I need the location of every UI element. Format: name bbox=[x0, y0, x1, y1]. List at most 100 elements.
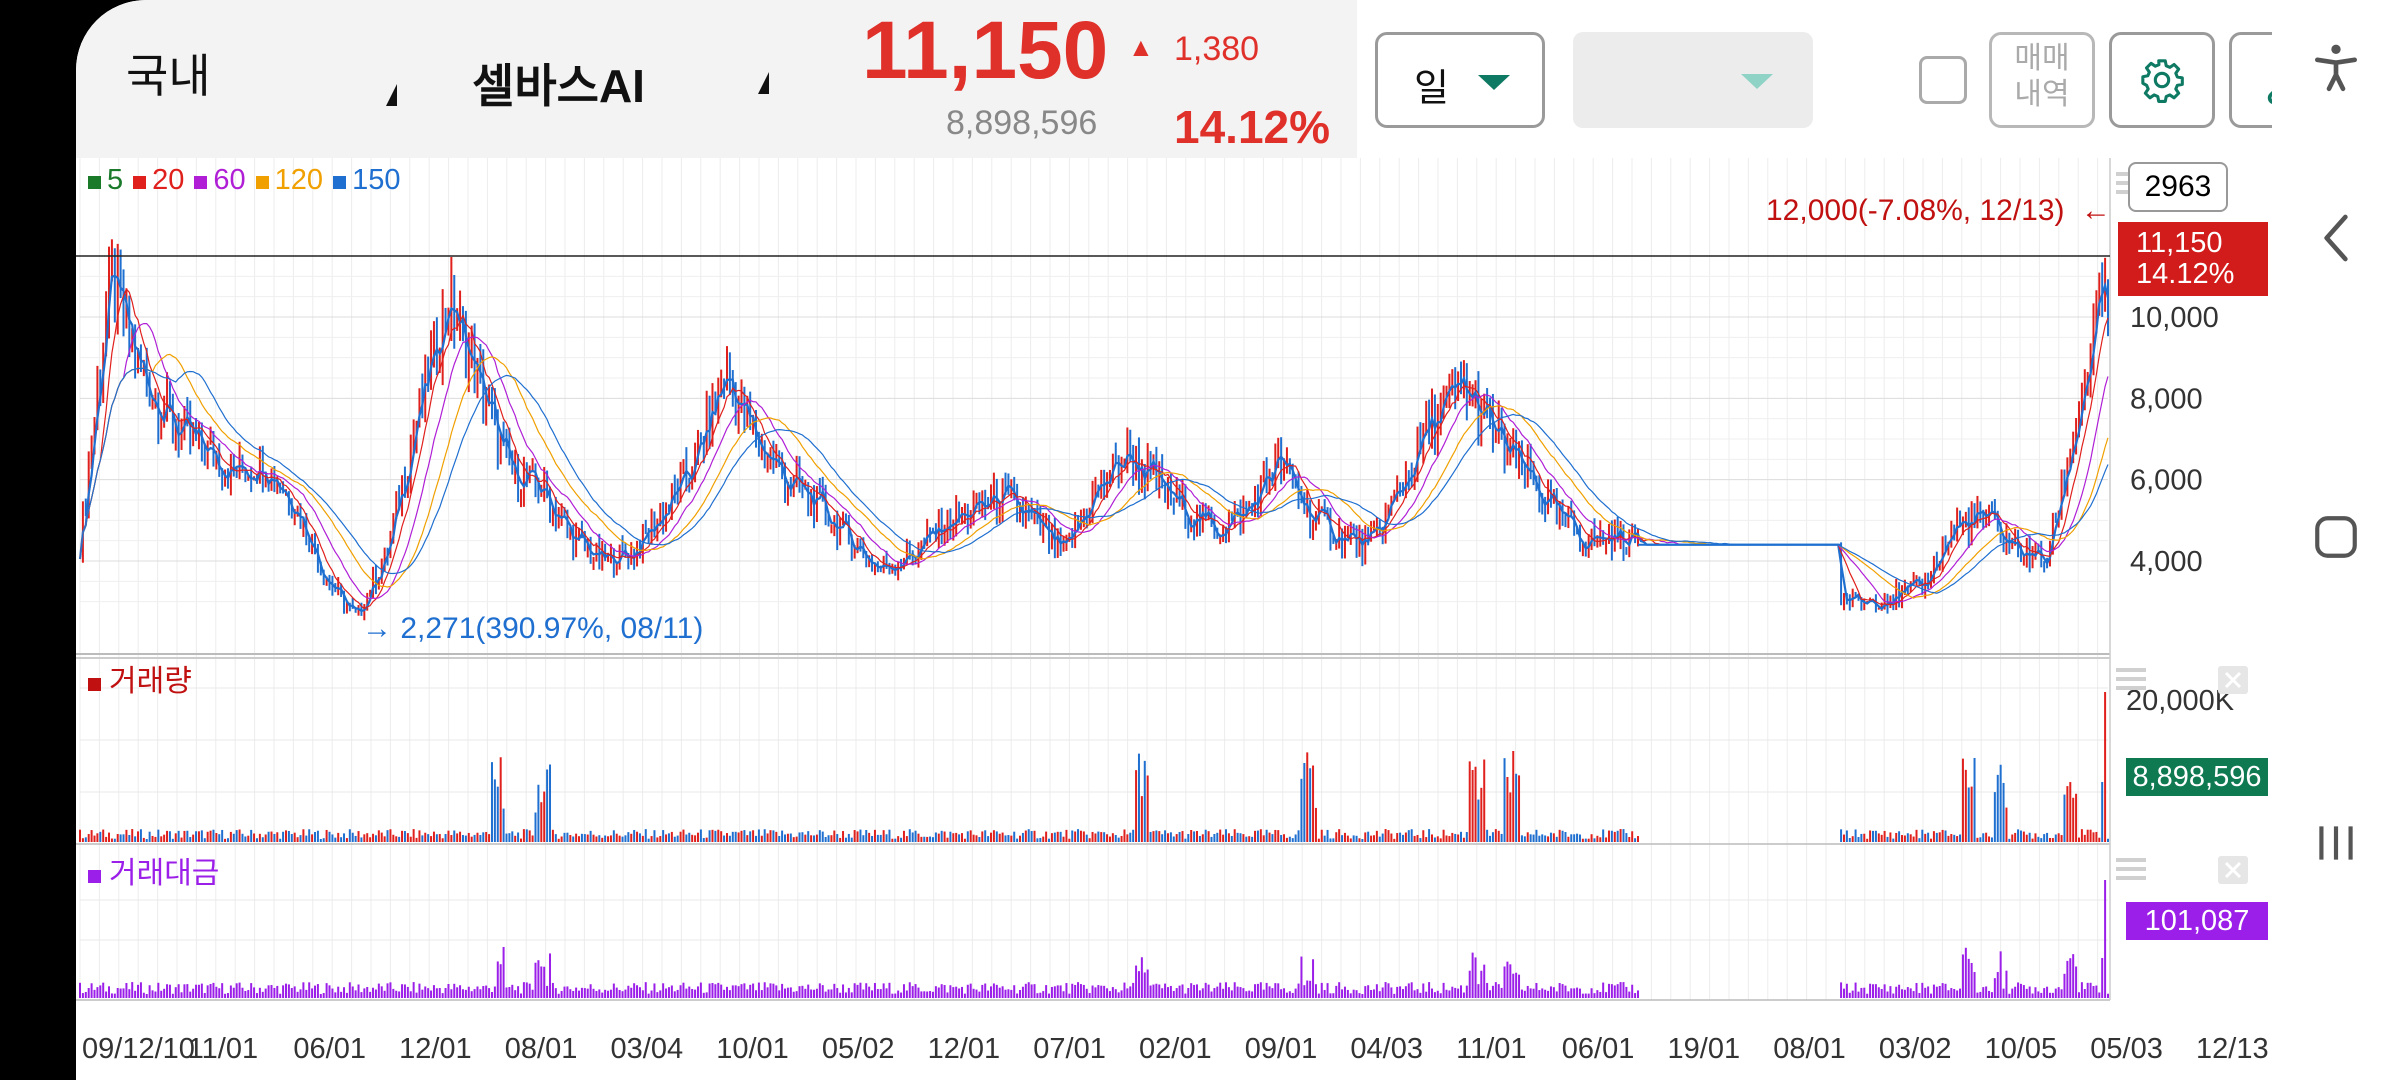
ma-legend: 5 20 60 120 150 bbox=[88, 164, 410, 197]
trade-history-button[interactable]: 매매 내역 bbox=[1989, 32, 2095, 128]
home-button[interactable] bbox=[2272, 512, 2400, 562]
arrow-left-icon: ← bbox=[2080, 194, 2111, 227]
back-icon bbox=[2324, 214, 2348, 262]
panel-menu-icon bbox=[2116, 668, 2146, 672]
accessibility-button[interactable] bbox=[2272, 40, 2400, 96]
gear-icon bbox=[2141, 59, 2184, 103]
legend-swatch bbox=[255, 176, 269, 189]
volume-legend-swatch bbox=[88, 678, 101, 691]
price-tag-value: 11,150 bbox=[2136, 227, 2223, 259]
legend-item-ma-20: 20 bbox=[133, 164, 184, 196]
amount-legend-swatch bbox=[88, 870, 101, 883]
x-tick-label: 10/01 bbox=[716, 1033, 789, 1065]
tools-button[interactable] bbox=[2229, 32, 2272, 128]
high-annotation: 12,000(-7.08%, 12/13) ← bbox=[1766, 194, 2111, 228]
arrow-right-icon: → bbox=[362, 612, 392, 645]
change-percent: 14.12% bbox=[1174, 101, 1331, 153]
panel-menu-icon bbox=[2116, 867, 2146, 871]
settings-button[interactable] bbox=[2109, 32, 2215, 128]
legend-item-ma-120: 120 bbox=[255, 164, 324, 196]
legend-item-ma-5: 5 bbox=[88, 164, 123, 196]
recents-icon bbox=[2319, 826, 2353, 860]
high-annotation-label: 12,000(-7.08%, 12/13) bbox=[1766, 194, 2065, 227]
panel-close-icon bbox=[2224, 861, 2242, 879]
x-tick-label: 08/01 bbox=[1773, 1033, 1846, 1065]
x-tick-label: 06/01 bbox=[293, 1033, 366, 1065]
x-tick-label: 06/01 bbox=[1562, 1033, 1635, 1065]
x-tick-label: 07/01 bbox=[1033, 1033, 1106, 1065]
x-tick-label: 03/04 bbox=[611, 1033, 684, 1065]
price-tag: 11,150 14.12% bbox=[2118, 222, 2268, 296]
wrench-icon bbox=[2267, 90, 2272, 104]
count-badge: 2963 bbox=[2128, 162, 2228, 212]
amount-panel-title: 거래대금 bbox=[88, 848, 219, 892]
legend-item-ma-60: 60 bbox=[194, 164, 246, 196]
x-tick-label: 05/03 bbox=[2090, 1033, 2163, 1065]
system-nav-bar bbox=[2272, 0, 2400, 1080]
panel-close-icon bbox=[2224, 671, 2242, 689]
period-select[interactable]: 일 bbox=[1375, 32, 1545, 128]
accessibility-icon bbox=[2315, 44, 2357, 92]
home-icon bbox=[2315, 516, 2357, 558]
volume-text: 8,898,596 bbox=[946, 104, 1098, 142]
panel-menu-icon bbox=[2116, 677, 2146, 681]
legend-label: 150 bbox=[352, 164, 401, 196]
volume-tag: 8,898,596 bbox=[2126, 758, 2268, 796]
legend-label: 120 bbox=[274, 164, 324, 196]
x-tick-label: 12/13 bbox=[2196, 1033, 2269, 1065]
volume-panel-label: 거래량 bbox=[109, 665, 192, 698]
toolbar: 일 매매 내역 bbox=[1357, 0, 2272, 158]
market-select[interactable]: 국내 bbox=[126, 50, 211, 102]
x-tick-label: 11/01 bbox=[1456, 1033, 1526, 1065]
x-tick-label: 02/01 bbox=[1139, 1033, 1212, 1065]
price-change: 1,380 bbox=[1174, 30, 1260, 68]
price-tag-pct: 14.12% bbox=[2136, 258, 2235, 290]
legend-label: 20 bbox=[152, 164, 185, 196]
x-tick-label: 09/12/10 bbox=[82, 1033, 195, 1065]
x-tick-label: 05/02 bbox=[822, 1033, 895, 1065]
period-label: 일 bbox=[1414, 68, 1449, 110]
option-checkbox[interactable] bbox=[1919, 56, 1967, 104]
panel-menu-icon bbox=[2116, 876, 2146, 880]
period-dropdown-icon bbox=[1478, 75, 1510, 90]
x-tick-label: 10/05 bbox=[1985, 1033, 2058, 1065]
change-up-icon: ▲ bbox=[1128, 32, 1154, 62]
volume-panel-title: 거래량 bbox=[88, 656, 192, 700]
back-button[interactable] bbox=[2272, 210, 2400, 266]
secondary-select[interactable] bbox=[1573, 32, 1813, 128]
y-tick-label: 6,000 bbox=[2130, 465, 2203, 497]
amount-tag: 101,087 bbox=[2126, 902, 2268, 940]
y-tick-label: 10,000 bbox=[2130, 302, 2219, 334]
price-plot bbox=[78, 239, 2110, 621]
x-tick-label: 03/02 bbox=[1879, 1033, 1952, 1065]
amount-bars bbox=[79, 880, 2109, 998]
trade-history-label: 매매 내역 bbox=[2014, 42, 2070, 111]
chart-grid bbox=[76, 158, 2111, 1001]
amount-panel-label: 거래대금 bbox=[109, 857, 220, 890]
panel-menu-icon bbox=[2116, 686, 2146, 690]
stock-select[interactable]: 셀바스AI bbox=[472, 60, 645, 112]
recents-button[interactable] bbox=[2272, 818, 2400, 868]
legend-swatch bbox=[194, 176, 208, 189]
x-tick-label: 09/01 bbox=[1245, 1033, 1318, 1065]
y-tick-label: 4,000 bbox=[2130, 546, 2203, 578]
market-dropdown-icon bbox=[386, 84, 397, 106]
volume-y-tick: 20,000K bbox=[2126, 685, 2235, 717]
panel-menu-icon bbox=[2116, 858, 2146, 862]
x-tick-label: 08/01 bbox=[505, 1033, 578, 1065]
legend-label: 5 bbox=[107, 164, 124, 196]
low-annotation: → 2,271(390.97%, 08/11) bbox=[362, 612, 703, 646]
secondary-dropdown-icon bbox=[1741, 74, 1773, 89]
x-tick-label: 12/01 bbox=[928, 1033, 1001, 1065]
legend-swatch bbox=[88, 176, 101, 189]
legend-item-ma-150: 150 bbox=[333, 164, 400, 196]
legend-label: 60 bbox=[213, 164, 246, 196]
current-price: 11,150 bbox=[862, 5, 1109, 96]
legend-swatch bbox=[133, 176, 147, 189]
stock-dropdown-icon bbox=[758, 72, 769, 94]
x-tick-label: 04/03 bbox=[1350, 1033, 1423, 1065]
legend-swatch bbox=[333, 176, 347, 189]
chart-area[interactable]: 10,0008,0006,0004,00020,000K100,00009/12… bbox=[76, 158, 2272, 1080]
x-tick-label: 19/01 bbox=[1668, 1033, 1741, 1065]
low-annotation-label: 2,271(390.97%, 08/11) bbox=[400, 612, 704, 645]
